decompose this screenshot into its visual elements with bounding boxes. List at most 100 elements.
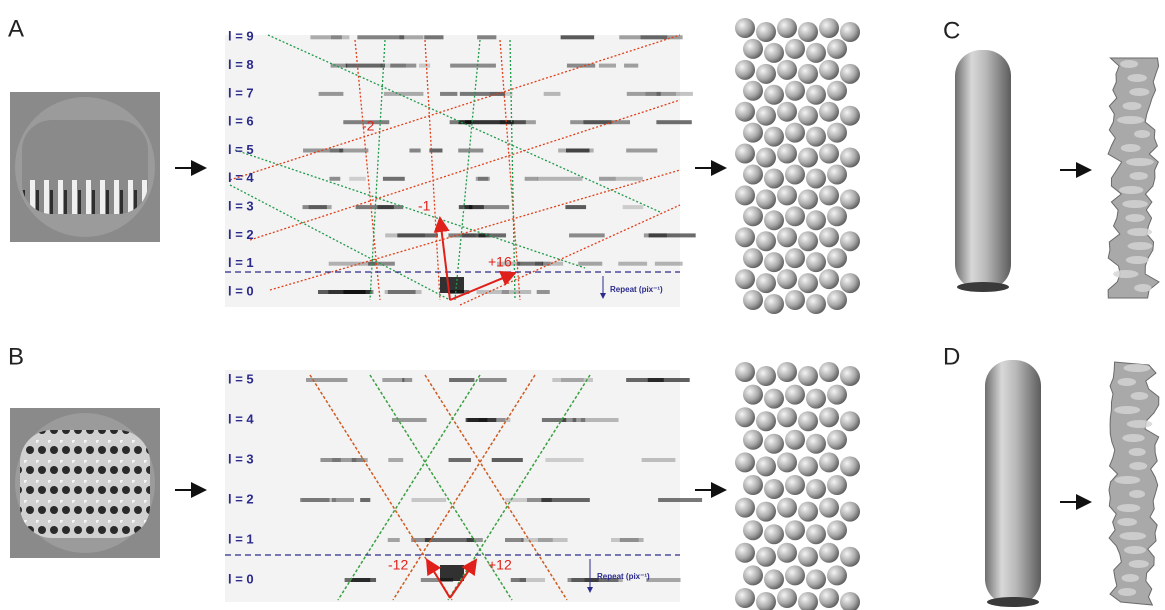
layer-line-label: l = 6 [228, 114, 254, 129]
streak [565, 205, 586, 209]
sphere [756, 273, 776, 293]
sphere [785, 164, 805, 184]
sphere [735, 269, 755, 289]
diffraction-pattern [225, 35, 680, 307]
streak [623, 205, 644, 209]
sphere [743, 123, 763, 143]
density-lobe [1119, 532, 1146, 540]
sphere [798, 547, 818, 567]
density-lobe [1122, 200, 1148, 208]
sphere [777, 269, 797, 289]
streak [624, 64, 638, 68]
sphere [777, 60, 797, 80]
sphere [806, 43, 826, 63]
sphere [735, 407, 755, 427]
sphere [840, 411, 860, 431]
sphere [798, 148, 818, 168]
annotation: -2 [362, 118, 375, 134]
sphere [735, 543, 755, 563]
streak [383, 177, 405, 181]
streak [306, 378, 347, 382]
sphere [777, 362, 797, 382]
sphere [764, 434, 784, 454]
sphere [806, 210, 826, 230]
streak [658, 498, 702, 502]
streak [502, 290, 531, 294]
sphere [827, 39, 847, 59]
density-lobe [1134, 130, 1150, 138]
streak [655, 262, 683, 266]
sphere [756, 547, 776, 567]
streak [384, 92, 424, 96]
sphere [819, 543, 839, 563]
sphere [743, 248, 763, 268]
sphere [798, 366, 818, 386]
sphere [806, 252, 826, 272]
panel-label: D [943, 343, 960, 370]
streak [626, 149, 657, 153]
streak [388, 458, 403, 462]
sphere [785, 81, 805, 101]
layer-line-label: l = 0 [228, 283, 254, 298]
streak [458, 149, 483, 153]
streak [538, 538, 568, 542]
sphere [764, 43, 784, 63]
sphere [798, 22, 818, 42]
sphere [743, 385, 763, 405]
density-lobe [1134, 284, 1151, 292]
density-lobe [1126, 158, 1154, 166]
sphere [764, 252, 784, 272]
sphere [764, 294, 784, 314]
streak [349, 177, 366, 181]
sphere [798, 189, 818, 209]
annotation: +12 [488, 557, 512, 573]
sphere [743, 290, 763, 310]
density-lobe [1129, 172, 1148, 180]
density-lobe [1126, 256, 1149, 264]
sphere [756, 148, 776, 168]
sphere [756, 106, 776, 126]
sphere [806, 294, 826, 314]
sphere [840, 366, 860, 386]
sphere [743, 475, 763, 495]
streak [419, 64, 430, 68]
streak [538, 177, 583, 181]
sphere [756, 411, 776, 431]
sphere [819, 362, 839, 382]
sphere [819, 227, 839, 247]
sphere [819, 588, 839, 608]
layer-line-label: l = 4 [228, 170, 254, 185]
sphere [819, 144, 839, 164]
density-lobe [1113, 270, 1138, 278]
sphere [806, 168, 826, 188]
sphere [827, 81, 847, 101]
density-lobe [1128, 242, 1153, 250]
annotation: -1 [418, 198, 431, 214]
layer-line-label: l = 0 [228, 571, 254, 586]
streak [656, 120, 691, 124]
streak [479, 378, 507, 382]
density-lobe [1131, 392, 1149, 400]
sphere [785, 430, 805, 450]
repeat-label: Repeat (pix⁻¹) [610, 285, 663, 294]
density-lobe [1127, 420, 1153, 428]
sphere [819, 60, 839, 80]
figure: A B C D [0, 0, 1165, 610]
sphere [756, 502, 776, 522]
streak [450, 64, 496, 68]
streak [569, 233, 605, 237]
sphere [785, 248, 805, 268]
density-lobe [1114, 406, 1140, 414]
sphere [840, 502, 860, 522]
sphere [827, 206, 847, 226]
sphere [827, 520, 847, 540]
density-lobe [1124, 546, 1146, 554]
annotation: -12 [388, 557, 408, 573]
streak [341, 458, 364, 462]
density-lobe [1127, 74, 1147, 82]
density-lobe [1117, 504, 1140, 512]
sphere [785, 565, 805, 585]
sphere [827, 290, 847, 310]
sphere [827, 565, 847, 585]
sphere [798, 106, 818, 126]
